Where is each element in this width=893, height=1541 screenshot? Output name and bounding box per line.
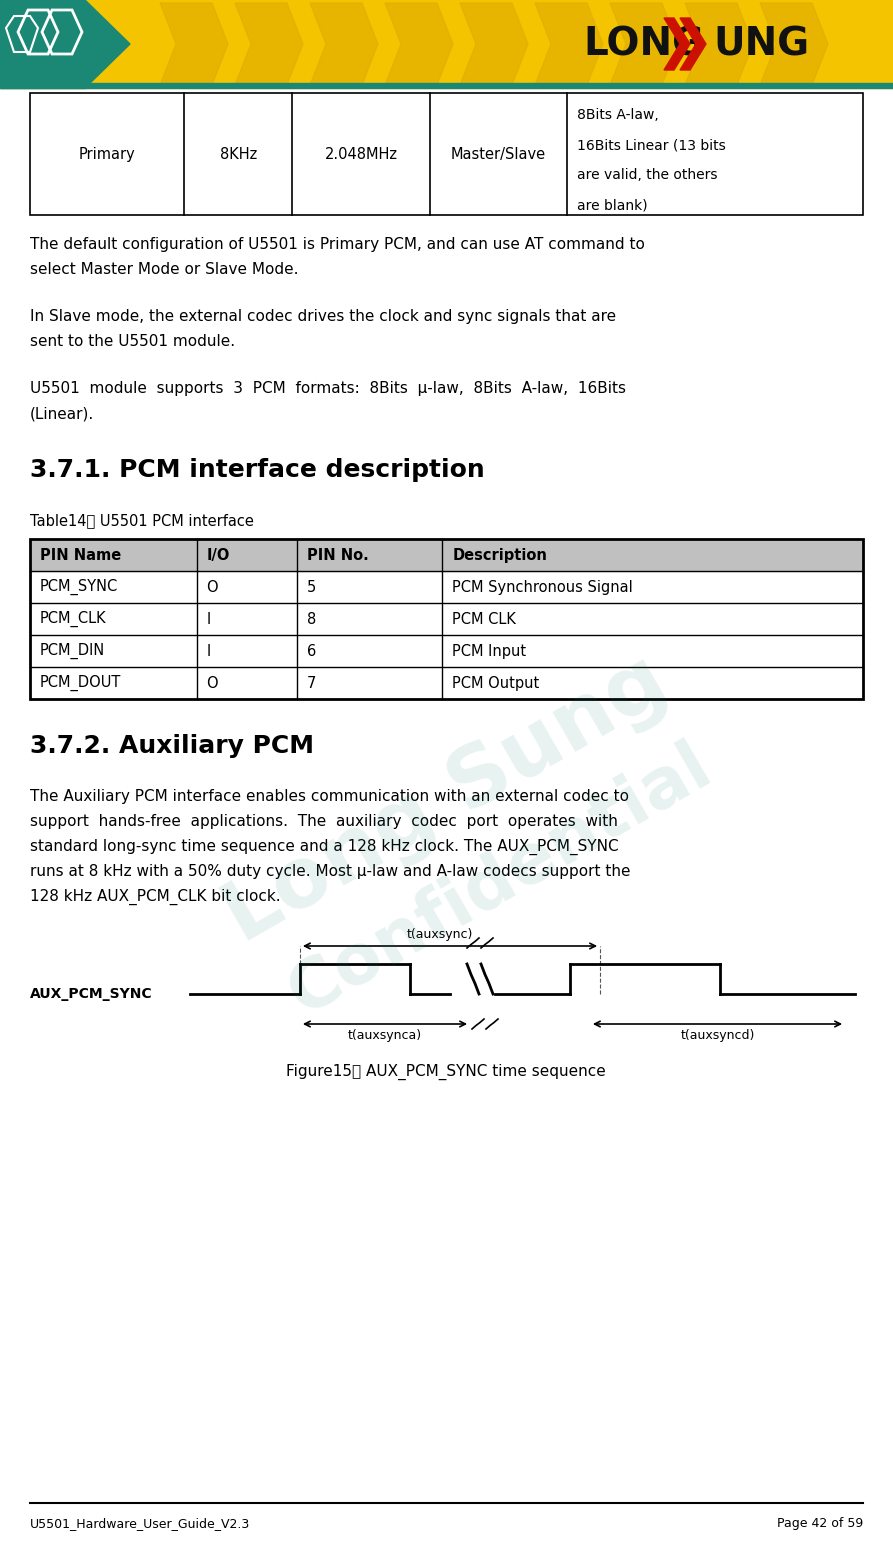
Text: PCM Synchronous Signal: PCM Synchronous Signal	[453, 579, 633, 595]
Text: (Linear).: (Linear).	[30, 405, 95, 421]
Text: Page 42 of 59: Page 42 of 59	[777, 1516, 863, 1530]
Text: standard long-sync time sequence and a 128 kHz clock. The AUX_PCM_SYNC: standard long-sync time sequence and a 1…	[30, 838, 619, 855]
Text: I/O: I/O	[206, 547, 230, 562]
Text: 8KHz: 8KHz	[220, 146, 257, 162]
Text: The Auxiliary PCM interface enables communication with an external codec to: The Auxiliary PCM interface enables comm…	[30, 789, 629, 804]
Text: support  hands-free  applications.  The  auxiliary  codec  port  operates  with: support hands-free applications. The aux…	[30, 814, 618, 829]
Polygon shape	[85, 0, 130, 88]
Text: 16Bits Linear (13 bits: 16Bits Linear (13 bits	[577, 139, 726, 153]
Text: PCM CLK: PCM CLK	[453, 612, 516, 627]
Text: 5: 5	[306, 579, 316, 595]
Text: 8: 8	[306, 612, 316, 627]
Text: PCM Input: PCM Input	[453, 644, 527, 658]
Text: Description: Description	[453, 547, 547, 562]
Text: U5501  module  supports  3  PCM  formats:  8Bits  μ-law,  8Bits  A-law,  16Bits: U5501 module supports 3 PCM formats: 8Bi…	[30, 381, 626, 396]
Text: t(auxsynca): t(auxsynca)	[348, 1029, 422, 1042]
Polygon shape	[535, 3, 603, 85]
Text: sent to the U5501 module.: sent to the U5501 module.	[30, 334, 235, 348]
Text: I: I	[206, 612, 211, 627]
Bar	[0, 0, 893, 88]
Polygon shape	[680, 18, 706, 69]
Text: PCM Output: PCM Output	[453, 675, 539, 690]
Polygon shape	[385, 3, 453, 85]
Text: UNG: UNG	[713, 25, 809, 63]
Text: Figure15： AUX_PCM_SYNC time sequence: Figure15： AUX_PCM_SYNC time sequence	[286, 1063, 605, 1080]
Text: PIN No.: PIN No.	[306, 547, 368, 562]
Text: I: I	[206, 644, 211, 658]
Text: 8Bits A-law,: 8Bits A-law,	[577, 108, 659, 122]
Bar	[0, 0, 85, 88]
Text: runs at 8 kHz with a 50% duty cycle. Most μ-law and A-law codecs support the: runs at 8 kHz with a 50% duty cycle. Mos…	[30, 865, 630, 878]
Polygon shape	[760, 3, 828, 85]
Bar	[30, 539, 863, 572]
Text: The default configuration of U5501 is Primary PCM, and can use AT command to: The default configuration of U5501 is Pr…	[30, 237, 645, 253]
Text: Long Sung: Long Sung	[211, 641, 681, 960]
Text: PCM_CLK: PCM_CLK	[40, 610, 106, 627]
Text: Table14： U5501 PCM interface: Table14： U5501 PCM interface	[30, 513, 254, 529]
Text: select Master Mode or Slave Mode.: select Master Mode or Slave Mode.	[30, 262, 298, 277]
Text: AUX_PCM_SYNC: AUX_PCM_SYNC	[30, 986, 153, 1002]
Text: O: O	[206, 579, 218, 595]
Text: 6: 6	[306, 644, 316, 658]
Text: 3.7.2. Auxiliary PCM: 3.7.2. Auxiliary PCM	[30, 734, 314, 758]
Text: O: O	[206, 675, 218, 690]
Text: PCM_SYNC: PCM_SYNC	[40, 579, 118, 595]
Text: U5501_Hardware_User_Guide_V2.3: U5501_Hardware_User_Guide_V2.3	[30, 1516, 250, 1530]
Polygon shape	[685, 3, 753, 85]
Polygon shape	[664, 18, 690, 69]
Polygon shape	[610, 3, 678, 85]
Text: 2.048MHz: 2.048MHz	[325, 146, 397, 162]
Text: Confidential: Confidential	[277, 732, 723, 1028]
Bar	[0, 83, 893, 88]
Text: PCM_DIN: PCM_DIN	[40, 643, 105, 660]
Text: LONG: LONG	[583, 25, 704, 63]
Text: t(auxsyncd): t(auxsyncd)	[680, 1029, 755, 1042]
Text: PCM_DOUT: PCM_DOUT	[40, 675, 121, 690]
Polygon shape	[235, 3, 303, 85]
Polygon shape	[160, 3, 228, 85]
Text: In Slave mode, the external codec drives the clock and sync signals that are: In Slave mode, the external codec drives…	[30, 310, 616, 324]
Text: 3.7.1. PCM interface description: 3.7.1. PCM interface description	[30, 458, 485, 482]
Text: Primary: Primary	[79, 146, 136, 162]
Bar	[30, 92, 863, 216]
Text: t(auxsync): t(auxsync)	[407, 928, 473, 942]
Text: are valid, the others: are valid, the others	[577, 168, 718, 182]
Polygon shape	[310, 3, 378, 85]
Text: 7: 7	[306, 675, 316, 690]
Text: are blank): are blank)	[577, 197, 648, 213]
Bar	[30, 539, 863, 700]
Text: Master/Slave: Master/Slave	[451, 146, 547, 162]
Text: 128 kHz AUX_PCM_CLK bit clock.: 128 kHz AUX_PCM_CLK bit clock.	[30, 889, 280, 905]
Polygon shape	[460, 3, 528, 85]
Text: PIN Name: PIN Name	[40, 547, 121, 562]
